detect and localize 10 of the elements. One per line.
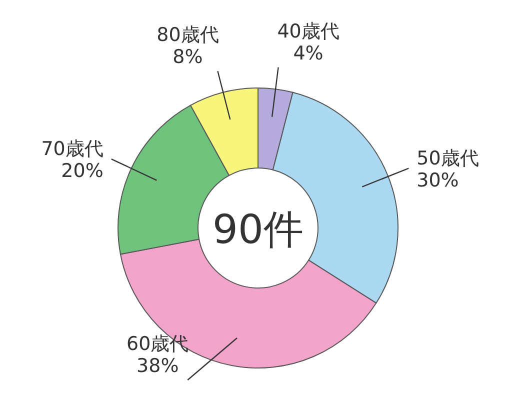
- data-label: 20%: [61, 160, 104, 182]
- data-label: 38%: [136, 355, 179, 377]
- data-label: 8%: [172, 46, 203, 68]
- data-label: 4%: [293, 42, 324, 64]
- slice-label: 40歳代: [277, 20, 340, 42]
- slice-label: 50歳代: [416, 147, 479, 170]
- data-label: 30%: [416, 169, 459, 192]
- slice-label: 80歳代: [156, 24, 219, 46]
- text: 90件: [212, 207, 304, 253]
- slice-label: 70歳代: [41, 138, 104, 160]
